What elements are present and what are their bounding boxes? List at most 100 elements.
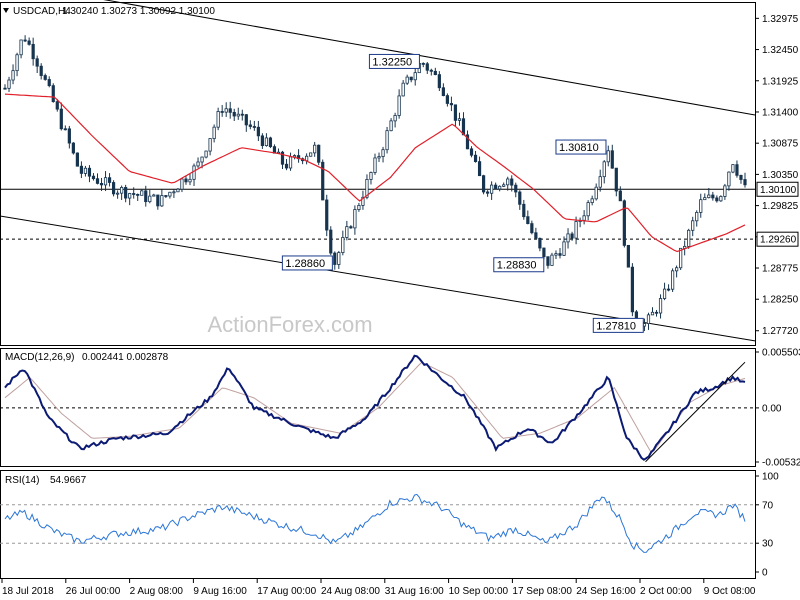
- candle-body: [216, 111, 220, 128]
- candle-body: [562, 241, 566, 256]
- candle-body: [421, 62, 425, 65]
- price-callout-label: 1.30810: [559, 142, 599, 154]
- candle-body: [321, 161, 325, 201]
- candle-body: [168, 191, 172, 197]
- candle-body: [288, 156, 293, 169]
- candle-body: [449, 103, 454, 106]
- candle-body: [594, 186, 598, 200]
- candle-body: [248, 124, 252, 127]
- x-tick-label: 24 Sep 16:00: [576, 586, 636, 597]
- candle-body: [39, 65, 43, 76]
- candle-body: [618, 190, 622, 202]
- candle-body: [35, 58, 39, 67]
- candle-body: [707, 194, 711, 199]
- candle-body: [95, 178, 100, 184]
- candle-body: [99, 183, 104, 186]
- candle-body: [196, 161, 200, 167]
- candle-body: [313, 144, 317, 154]
- candle-body: [232, 111, 236, 117]
- candle-body: [481, 175, 486, 193]
- candle-body: [252, 126, 256, 128]
- candle-body: [602, 161, 606, 178]
- candle-body: [397, 95, 401, 116]
- candle-body: [662, 288, 667, 299]
- candle-body: [176, 188, 180, 193]
- candle-body: [610, 150, 614, 169]
- time-x-axis: 18 Jul 2018 26 Jul 00:00 2 Aug 08:00 9 Aug …: [0, 578, 756, 597]
- candle-body: [337, 252, 341, 265]
- candle-body: [75, 152, 79, 167]
- candle-body: [128, 193, 132, 199]
- candle-body: [349, 226, 353, 229]
- candle-body: [510, 178, 514, 186]
- candle-body: [27, 40, 31, 45]
- candle-body: [280, 151, 285, 165]
- candle-body: [538, 237, 542, 249]
- candle-body: [518, 191, 522, 205]
- candle-body: [116, 192, 120, 195]
- candle-body: [59, 108, 63, 130]
- candle-body: [172, 191, 176, 194]
- candle-body: [55, 101, 59, 110]
- candle-body: [453, 104, 458, 121]
- macd-panel: 0.005503 0.00 -0.005326 MACD(12,26,9) 0.00…: [0, 348, 800, 469]
- rsi-y-axis: 100 70 30 0: [755, 472, 779, 579]
- x-tick-label: 24 Aug 08:00: [321, 586, 380, 597]
- horizontal-line-label-box: [756, 181, 799, 197]
- rsi-y-tick-label: 0: [762, 568, 768, 579]
- candle-body: [224, 108, 228, 113]
- candle-body: [136, 194, 140, 196]
- candle-body: [727, 171, 731, 187]
- price-callout-label: 1.28830: [497, 260, 537, 272]
- candle-body: [622, 200, 626, 246]
- candle-body: [184, 178, 188, 183]
- candle-body: [401, 82, 405, 97]
- price-y-tick-label: 1.32450: [762, 45, 799, 56]
- candle-body: [240, 113, 244, 116]
- collapse-arrow-icon[interactable]: [3, 8, 9, 13]
- candle-body: [514, 184, 518, 193]
- candle-body: [654, 311, 659, 314]
- candle-body: [566, 233, 570, 243]
- candle-body: [309, 152, 313, 157]
- candle-body: [345, 226, 349, 238]
- candle-body: [361, 196, 365, 206]
- candle-body: [542, 247, 546, 258]
- macd-label: MACD(12,26,9): [5, 352, 74, 363]
- price-callout-box: [555, 139, 607, 155]
- candle-body: [506, 178, 510, 186]
- channel-upper-line: [103, 0, 756, 116]
- candle-body: [140, 190, 144, 196]
- candle-body: [658, 298, 663, 314]
- candle-body: [743, 179, 747, 186]
- candle-body: [723, 185, 727, 197]
- macd-y-tick-label: 0.00: [762, 403, 782, 414]
- candle-body: [409, 76, 413, 81]
- x-tick-label: 10 Sep 00:00: [449, 586, 509, 597]
- candle-body: [373, 157, 377, 173]
- candle-body: [256, 126, 260, 137]
- rsi-y-tick-label: 70: [762, 500, 774, 511]
- rsi-y-tick-label: 100: [762, 472, 779, 483]
- candle-body: [626, 244, 630, 268]
- candle-body: [711, 194, 715, 199]
- candle-body: [675, 267, 679, 272]
- candle-body: [120, 187, 124, 194]
- candle-body: [530, 223, 534, 234]
- candle-body: [389, 120, 393, 132]
- candle-body: [91, 175, 96, 180]
- candle-body: [144, 190, 148, 203]
- candle-body: [413, 72, 417, 81]
- candle-body: [369, 172, 373, 180]
- candle-body: [377, 156, 381, 159]
- candle-body: [441, 87, 445, 97]
- candle-body: [47, 79, 51, 87]
- candle-body: [7, 79, 11, 89]
- candle-body: [220, 111, 224, 113]
- x-tick-label: 18 Jul 2018: [2, 586, 54, 597]
- candle-body: [164, 195, 168, 197]
- candle-body: [357, 205, 361, 210]
- candle-body: [111, 182, 116, 195]
